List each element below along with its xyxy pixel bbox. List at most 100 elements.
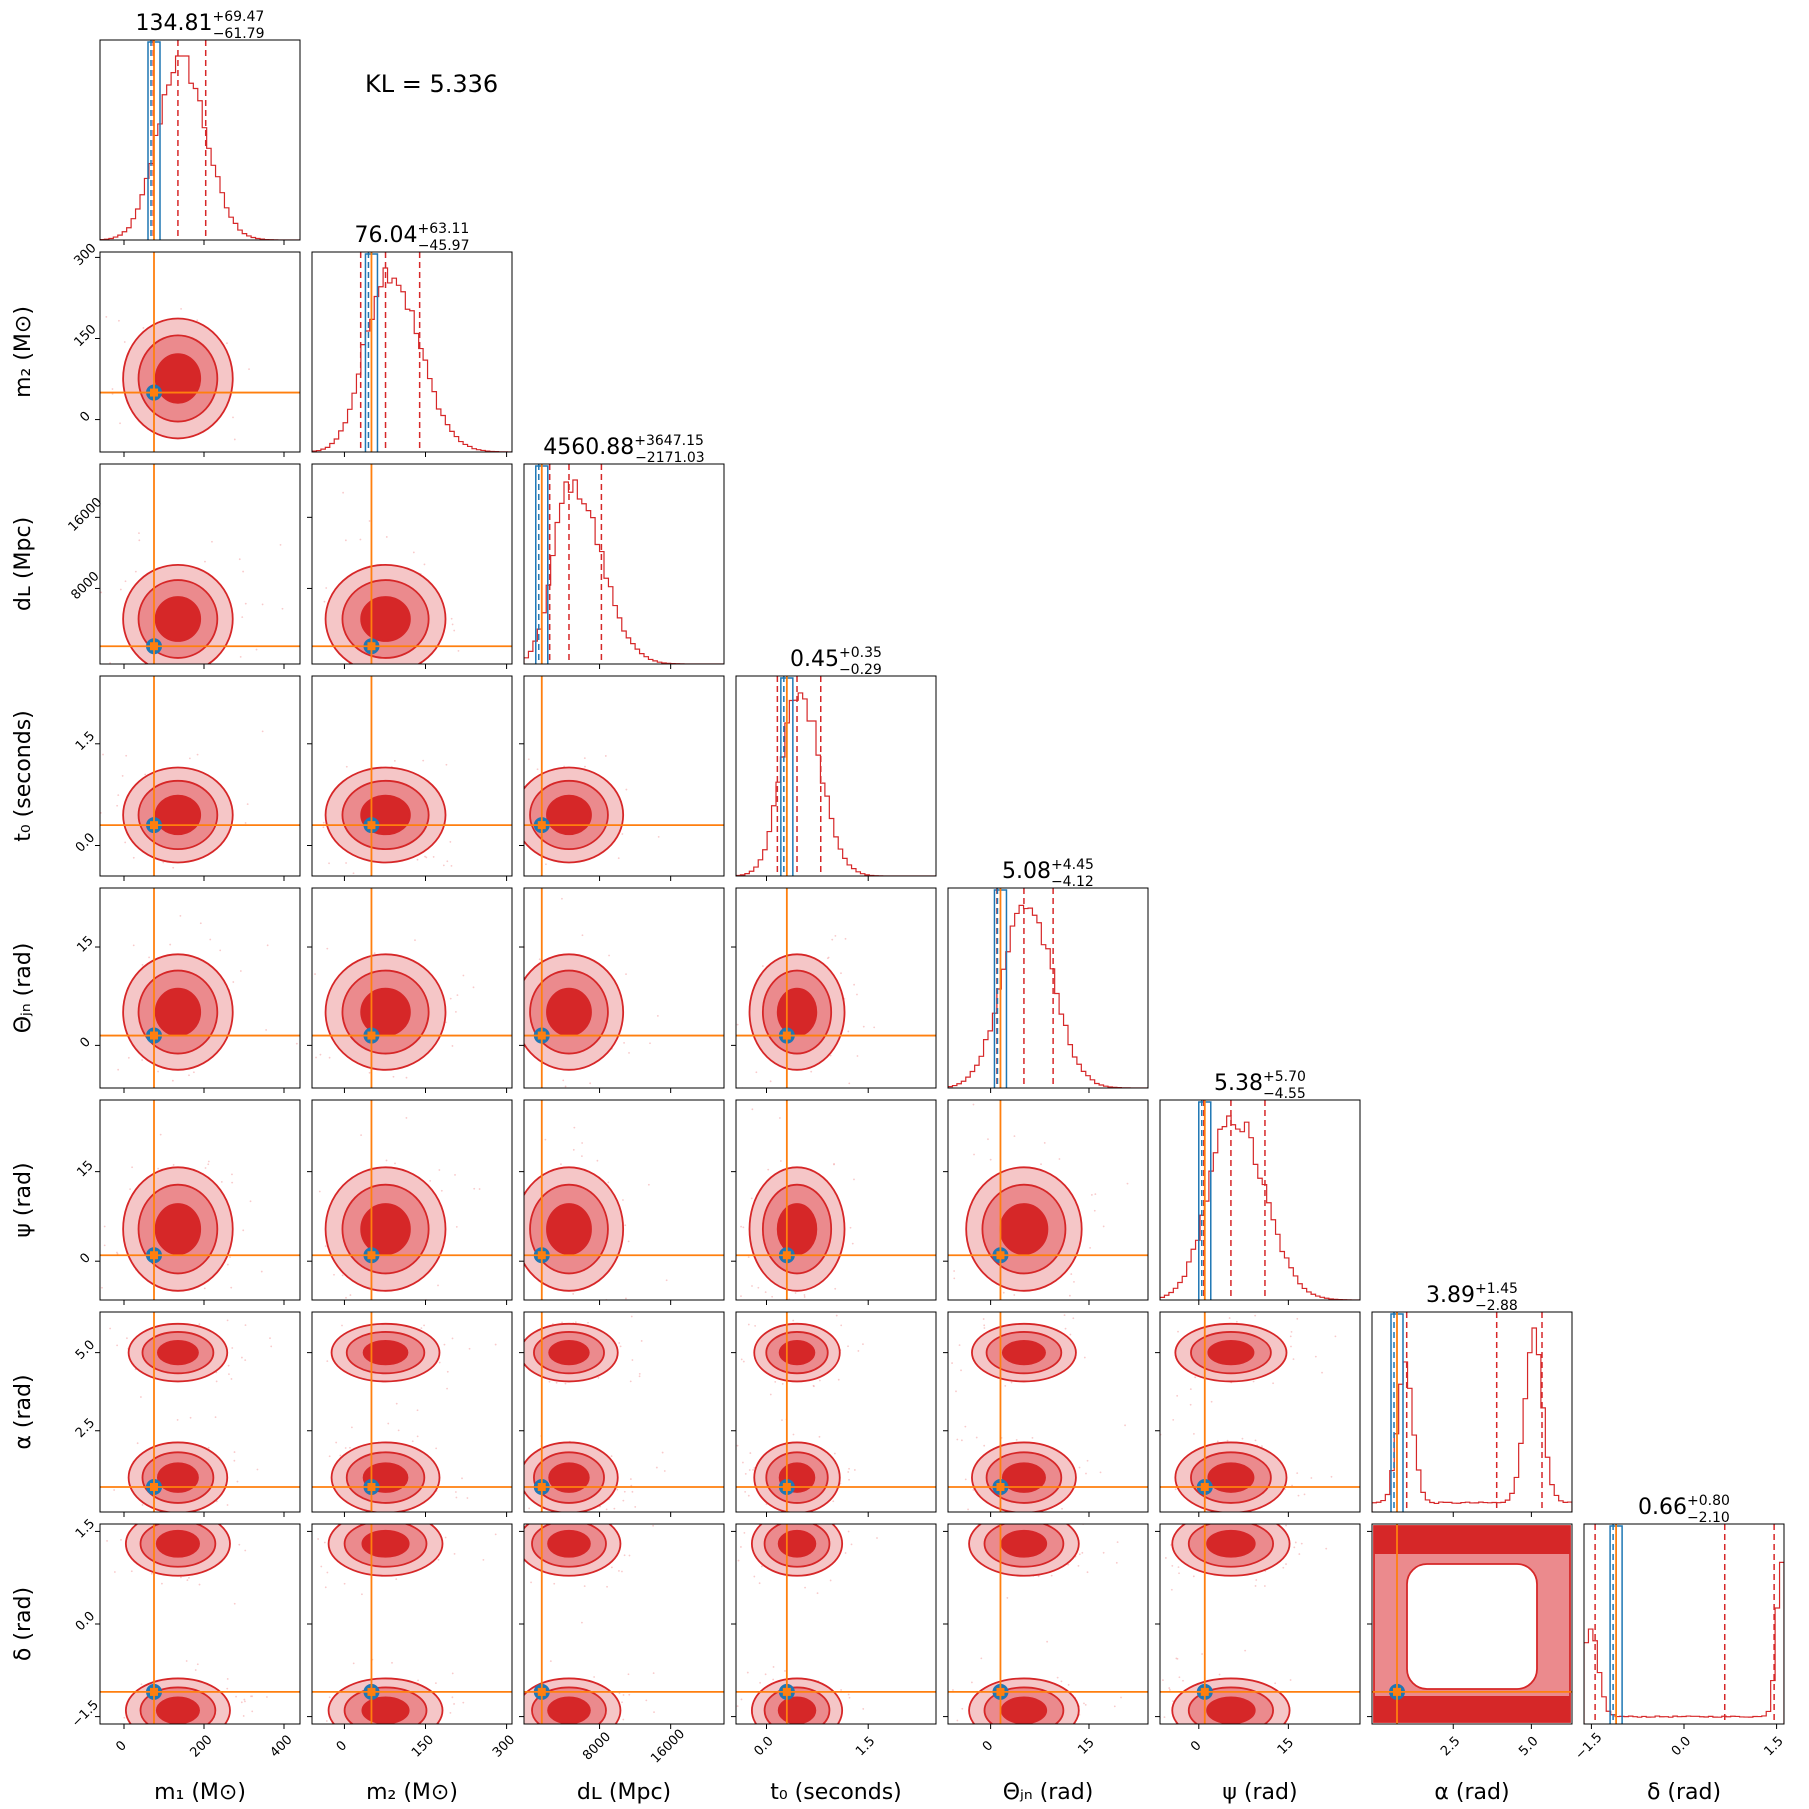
panel-content xyxy=(736,1100,936,1300)
scatter-point xyxy=(141,1504,144,1506)
diag-panel-6: 3.89+1.45 −2.88 xyxy=(1371,1281,1573,1517)
scatter-point xyxy=(1162,1679,1164,1682)
scatter-point xyxy=(333,1273,335,1276)
x-tick-label: 1.5 xyxy=(1762,1734,1787,1759)
scatter-point xyxy=(449,997,452,1000)
panel-7-5 xyxy=(1155,1521,1361,1742)
scatter-point xyxy=(584,765,586,768)
scatter-point xyxy=(318,1190,321,1193)
scatter-point xyxy=(848,1696,851,1699)
scatter-point xyxy=(955,1390,957,1393)
scatter-point xyxy=(622,1718,625,1721)
scatter-point xyxy=(1291,1484,1293,1487)
scatter-point xyxy=(1090,1194,1093,1196)
scatter-point xyxy=(775,1522,777,1524)
x-tick-label: 0 xyxy=(334,1738,350,1754)
scatter-point xyxy=(179,915,182,917)
panel-5-3 xyxy=(731,1099,937,1305)
scatter-point xyxy=(515,1716,517,1718)
scatter-point xyxy=(171,1735,173,1737)
scatter-point xyxy=(1251,1740,1253,1742)
scatter-point xyxy=(837,1378,840,1381)
scatter-point xyxy=(266,944,269,947)
scatter-point xyxy=(95,343,97,345)
scatter-point xyxy=(184,1727,186,1729)
scatter-point xyxy=(634,1506,637,1508)
scatter-point xyxy=(90,1015,92,1017)
scatter-point xyxy=(840,972,842,975)
scatter-point xyxy=(476,964,478,966)
x-tick-label: 16000 xyxy=(648,1727,688,1767)
scatter-point xyxy=(180,1576,182,1579)
scatter-point xyxy=(778,1117,781,1119)
scatter-point xyxy=(1173,1730,1175,1732)
scatter-point xyxy=(231,1173,233,1176)
scatter-point xyxy=(622,1499,625,1502)
panel-content xyxy=(95,252,300,452)
scatter-point xyxy=(737,1559,740,1562)
panel-frame xyxy=(1159,1099,1361,1301)
scatter-point xyxy=(103,1244,106,1247)
scatter-point xyxy=(1236,1521,1238,1523)
scatter-point xyxy=(653,1711,655,1714)
y-tick-label: 15 xyxy=(74,933,96,955)
scatter-point xyxy=(564,1085,567,1088)
scatter-point xyxy=(840,1324,843,1327)
scatter-point xyxy=(831,938,834,941)
scatter-point xyxy=(485,807,487,809)
scatter-point xyxy=(980,1657,983,1660)
scatter-point xyxy=(774,1380,777,1383)
scatter-point xyxy=(1189,1403,1192,1406)
scatter-point xyxy=(341,1274,344,1277)
scatter-point xyxy=(849,1226,852,1229)
truth-marker xyxy=(782,1483,791,1491)
scatter-point xyxy=(823,1738,825,1740)
scatter-point xyxy=(597,1376,600,1379)
scatter-point xyxy=(134,1522,136,1524)
scatter-point xyxy=(145,1100,147,1102)
scatter-point xyxy=(424,855,426,858)
scatter-point xyxy=(118,319,120,322)
scatter-point xyxy=(322,826,325,829)
scatter-point xyxy=(790,1517,792,1519)
y-tick-label: 2.5 xyxy=(73,1416,98,1441)
scatter-point xyxy=(204,560,206,563)
scatter-point xyxy=(1203,1735,1205,1737)
scatter-point xyxy=(507,1535,509,1537)
scatter-point xyxy=(508,1475,510,1477)
panel-frame xyxy=(735,887,937,1089)
x-tick-label: 5.0 xyxy=(1516,1734,1541,1759)
scatter-point xyxy=(1247,1736,1249,1738)
title-median: 134.81 xyxy=(135,11,212,36)
scatter-point xyxy=(423,1324,425,1327)
scatter-point xyxy=(119,588,122,591)
scatter-point xyxy=(244,1324,247,1327)
scatter-point xyxy=(187,890,189,892)
scatter-point xyxy=(1081,1551,1084,1554)
scatter-point xyxy=(113,1739,115,1741)
scatter-point xyxy=(518,824,520,826)
scatter-point xyxy=(347,1736,349,1738)
scatter-point xyxy=(434,1682,437,1685)
scatter-point xyxy=(853,983,855,986)
scatter-point xyxy=(1292,1358,1295,1361)
scatter-point xyxy=(514,936,516,938)
scatter-point xyxy=(98,811,100,813)
scatter-point xyxy=(982,1318,985,1320)
scatter-point xyxy=(779,1757,781,1759)
scatter-point xyxy=(1192,1735,1194,1737)
scatter-point xyxy=(193,1514,195,1516)
scatter-point xyxy=(720,1383,722,1385)
scatter-point xyxy=(196,753,199,756)
panel-frame xyxy=(735,1311,937,1513)
scatter-point xyxy=(249,1200,252,1203)
panel-frame xyxy=(523,887,725,1089)
scatter-point xyxy=(623,1490,626,1493)
scatter-point xyxy=(782,1739,784,1741)
y-tick-label: 15 xyxy=(74,1158,96,1180)
scatter-point xyxy=(377,672,379,674)
title-plus: +0.35 xyxy=(839,645,882,661)
scatter-point xyxy=(172,1748,174,1750)
title-plus: +5.70 xyxy=(1263,1069,1306,1085)
truth-marker xyxy=(996,1251,1005,1260)
